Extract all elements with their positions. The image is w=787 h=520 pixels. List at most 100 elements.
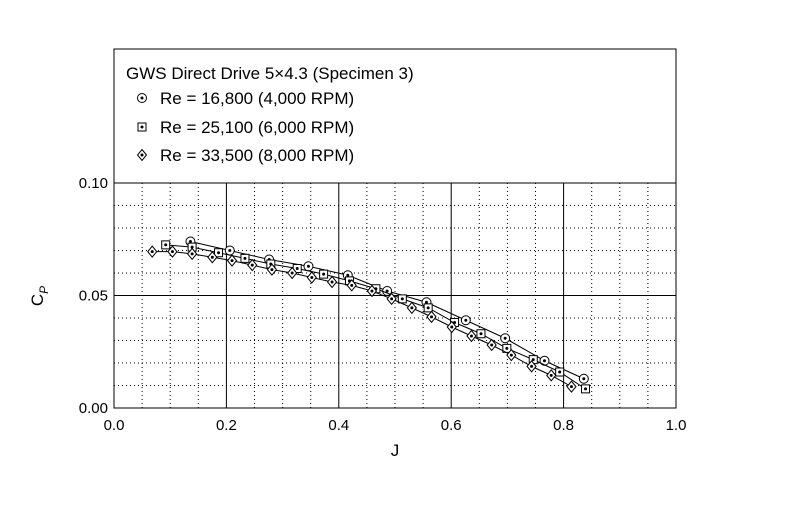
data-point (397, 294, 407, 304)
marker-center-dot (390, 297, 394, 301)
series-3 (147, 245, 577, 393)
data-point (167, 245, 178, 258)
marker-center-dot (140, 153, 144, 157)
marker-center-dot (400, 297, 404, 301)
marker-center-dot (330, 280, 334, 284)
marker-center-dot (322, 272, 326, 276)
marker-center-dot (190, 252, 194, 256)
data-point (214, 248, 224, 258)
data-point (303, 261, 314, 272)
marker-center-dot (295, 267, 299, 270)
data-point (226, 254, 238, 267)
data-point (539, 355, 550, 366)
x-tick-label: 0.4 (328, 417, 349, 434)
marker-center-dot (230, 259, 234, 263)
data-point (240, 253, 250, 263)
marker-center-dot (490, 343, 494, 347)
legend-box (113, 48, 677, 184)
data-point (566, 380, 577, 393)
marker-center-dot (350, 283, 354, 287)
y-tick-label: 0.10 (79, 175, 108, 192)
data-point (423, 303, 433, 313)
y-axis-title-main: C (28, 294, 47, 306)
data-point (161, 240, 171, 250)
data-point (446, 320, 457, 334)
marker-center-dot (370, 289, 374, 293)
legend-label: Re = 25,100 (6,000 RPM) (160, 118, 354, 137)
legend-label: Re = 33,500 (8,000 RPM) (160, 146, 354, 165)
y-tick-label: 0.00 (79, 400, 108, 417)
data-point (578, 373, 589, 384)
marker-center-dot (385, 289, 389, 293)
marker-center-dot (170, 250, 174, 254)
marker-center-dot (531, 358, 535, 362)
legend-entry: Re = 33,500 (8,000 RPM) (136, 146, 354, 165)
x-tick-label: 0.8 (553, 417, 574, 434)
marker-center-dot (190, 245, 194, 249)
marker-center-dot (140, 125, 144, 129)
legend: GWS Direct Drive 5×4.3 (Specimen 3) Re =… (113, 48, 677, 184)
marker-center-dot (424, 300, 428, 304)
marker-center-dot (584, 387, 588, 391)
legend-entry: Re = 16,800 (4,000 RPM) (137, 89, 354, 108)
legend-entry: Re = 25,100 (6,000 RPM) (137, 118, 354, 137)
marker-center-dot (505, 346, 509, 350)
data-point (546, 369, 557, 382)
data-point (426, 310, 437, 324)
data-point (147, 245, 158, 258)
marker-center-dot (188, 240, 192, 243)
marker-center-dot (228, 249, 232, 252)
data-point (386, 292, 397, 306)
data-point (500, 333, 511, 344)
marker-center-dot (410, 306, 414, 310)
data-point (326, 275, 338, 289)
marker-center-dot (469, 334, 473, 338)
x-tick-label: 0.6 (441, 417, 462, 434)
marker-center-dot (270, 268, 274, 272)
series-line (165, 244, 586, 390)
marker-center-dot (464, 318, 468, 322)
data-point (207, 250, 218, 264)
x-tick-labels: 0.0 0.2 0.4 0.6 0.8 1.0 (104, 417, 687, 434)
marker-center-dot (250, 263, 254, 267)
data-point (266, 263, 278, 276)
data-point (555, 367, 565, 377)
marker-center-dot (479, 332, 483, 336)
series-line (152, 251, 572, 388)
data-point (287, 266, 298, 280)
data-point (306, 271, 317, 284)
marker-center-dot (140, 96, 144, 100)
marker-center-dot (503, 336, 507, 340)
x-tick-label: 0.0 (104, 417, 125, 434)
x-tick-label: 1.0 (666, 417, 687, 434)
svg-text:CP: CP (28, 286, 51, 306)
data-point (581, 384, 591, 394)
marker-center-dot (210, 255, 214, 259)
marker-center-dot (310, 276, 314, 279)
data-point (224, 245, 235, 256)
marker-center-dot (426, 306, 430, 310)
data-point (526, 360, 537, 373)
data-point (319, 269, 329, 279)
marker-center-dot (530, 364, 534, 368)
data-point (406, 301, 418, 315)
data-point (506, 348, 517, 362)
major-gridlines (114, 183, 676, 408)
marker-center-dot (164, 243, 168, 247)
data-point (476, 329, 486, 339)
legend-entries: Re = 16,800 (4,000 RPM) Re = 25,100 (6,00… (136, 89, 354, 165)
data-point (486, 338, 497, 352)
marker-center-dot (290, 271, 294, 275)
x-tick-label: 0.2 (216, 417, 237, 434)
series-layer (147, 236, 591, 394)
y-tick-label: 0.05 (79, 288, 108, 305)
marker-center-dot (509, 353, 513, 357)
marker-center-dot (306, 264, 310, 268)
data-point (346, 279, 357, 292)
marker-center-dot (243, 256, 247, 260)
marker-center-dot (569, 385, 573, 389)
marker-center-dot (558, 370, 562, 374)
marker-center-dot (430, 315, 434, 319)
legend-label: Re = 16,800 (4,000 RPM) (160, 89, 354, 108)
